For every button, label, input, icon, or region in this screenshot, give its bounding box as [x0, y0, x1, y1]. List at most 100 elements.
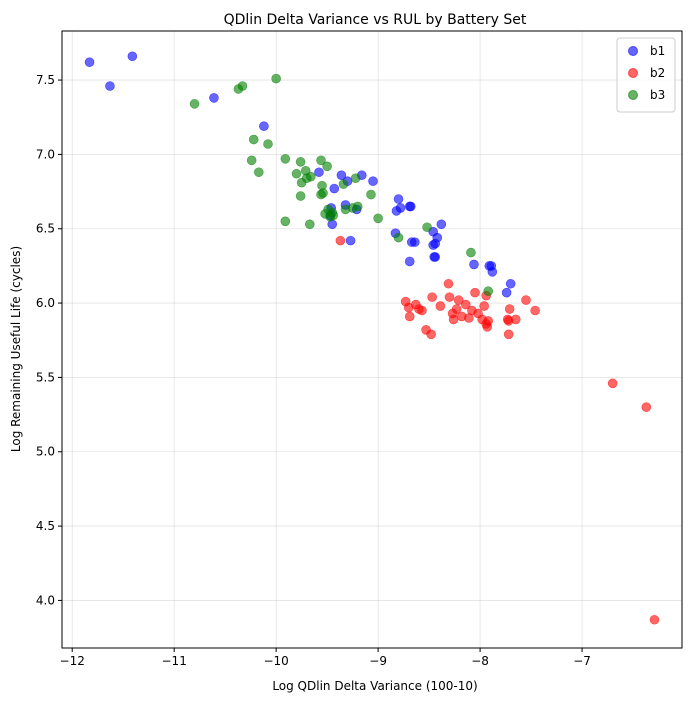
data-point: [393, 194, 404, 204]
legend: b1 b2 b3: [616, 37, 676, 113]
data-point: [246, 155, 257, 166]
data-point: [263, 139, 273, 149]
data-point: [432, 232, 443, 243]
data-point: [469, 259, 479, 270]
data-point: [410, 237, 420, 247]
data-point: [443, 278, 454, 289]
data-point: [428, 240, 438, 250]
x-tick-label: −11: [162, 654, 187, 668]
data-point: [466, 247, 476, 258]
data-point: [417, 305, 427, 316]
data-point: [295, 191, 306, 201]
data-point: [373, 213, 383, 224]
plot-frame: [61, 30, 683, 649]
legend-label: b3: [650, 88, 665, 102]
data-point: [291, 168, 302, 179]
legend-marker: [628, 46, 638, 56]
data-point: [641, 402, 652, 412]
data-point: [461, 299, 471, 310]
y-tick-label: 7.5: [36, 73, 55, 87]
data-point: [436, 219, 447, 230]
data-point: [254, 167, 264, 178]
data-point: [127, 51, 138, 62]
data-point: [448, 314, 459, 325]
data-point: [314, 167, 324, 178]
legend-marker: [628, 90, 638, 100]
legend-item: b2: [628, 66, 665, 80]
data-point: [510, 314, 521, 325]
y-tick-label: 6.5: [36, 222, 55, 236]
data-point: [209, 93, 219, 103]
data-point: [607, 378, 618, 389]
data-point: [483, 286, 494, 296]
data-point: [295, 157, 306, 167]
x-tick-label: −8: [471, 654, 489, 668]
y-tick-label: 6.0: [36, 296, 55, 310]
data-point: [426, 329, 436, 340]
data-point: [451, 304, 462, 314]
data-point: [350, 173, 361, 183]
y-tick-label: 5.0: [36, 445, 55, 459]
data-point: [429, 252, 440, 262]
data-point: [105, 81, 115, 91]
data-point: [316, 189, 326, 200]
legend-label: b2: [650, 66, 665, 80]
data-point: [352, 201, 363, 212]
data-point: [484, 261, 495, 271]
data-point: [427, 292, 437, 302]
data-point: [304, 219, 315, 230]
data-point: [366, 189, 376, 200]
series-b1: [84, 51, 516, 298]
data-point: [393, 232, 404, 243]
data-point: [368, 176, 378, 186]
data-point: [271, 73, 281, 84]
data-points: [84, 51, 660, 625]
data-point: [280, 216, 291, 227]
data-point: [345, 235, 356, 246]
legend-marker: [628, 68, 638, 78]
data-point: [503, 329, 514, 340]
data-point: [404, 256, 415, 267]
data-point: [453, 295, 464, 305]
y-tick-label: 4.5: [36, 519, 55, 533]
data-point: [404, 201, 415, 212]
data-point: [483, 316, 494, 326]
y-tick-label: 7.0: [36, 147, 55, 161]
x-axis-label: Log QDlin Delta Variance (100-10): [272, 679, 477, 693]
data-point: [530, 305, 540, 316]
data-point: [649, 614, 660, 625]
data-point: [435, 301, 446, 311]
data-point: [84, 57, 95, 68]
y-tick-label: 4.0: [36, 593, 55, 607]
data-point: [521, 295, 531, 305]
data-point: [335, 235, 346, 246]
x-tick-label: −10: [263, 654, 288, 668]
data-point: [501, 287, 512, 298]
series-b3: [189, 73, 494, 296]
data-point: [301, 173, 312, 183]
legend-label: b1: [650, 44, 665, 58]
data-point: [404, 311, 415, 322]
data-point: [237, 81, 248, 91]
data-point: [395, 203, 406, 213]
series-b2: [335, 235, 660, 625]
x-tick-label: −7: [573, 654, 591, 668]
data-point: [338, 179, 349, 189]
data-point: [280, 154, 291, 164]
data-point: [470, 287, 480, 298]
data-point: [504, 304, 515, 314]
data-point: [336, 170, 347, 181]
data-point: [422, 222, 432, 233]
data-point: [323, 204, 333, 215]
y-axis-label: Log Remaining Useful Life (cycles): [9, 246, 23, 452]
data-point: [189, 99, 200, 109]
legend-item: b3: [628, 88, 665, 102]
data-point: [505, 278, 516, 289]
axis-ticks: −12 −11 −10 −9 −8 −7 4.0 4.5 5.0 5.5 6.0 6.5 7.0 7.5: [36, 73, 591, 668]
y-tick-label: 5.5: [36, 370, 55, 384]
data-point: [316, 155, 326, 166]
x-tick-label: −12: [60, 654, 85, 668]
grid-lines: [62, 31, 682, 648]
